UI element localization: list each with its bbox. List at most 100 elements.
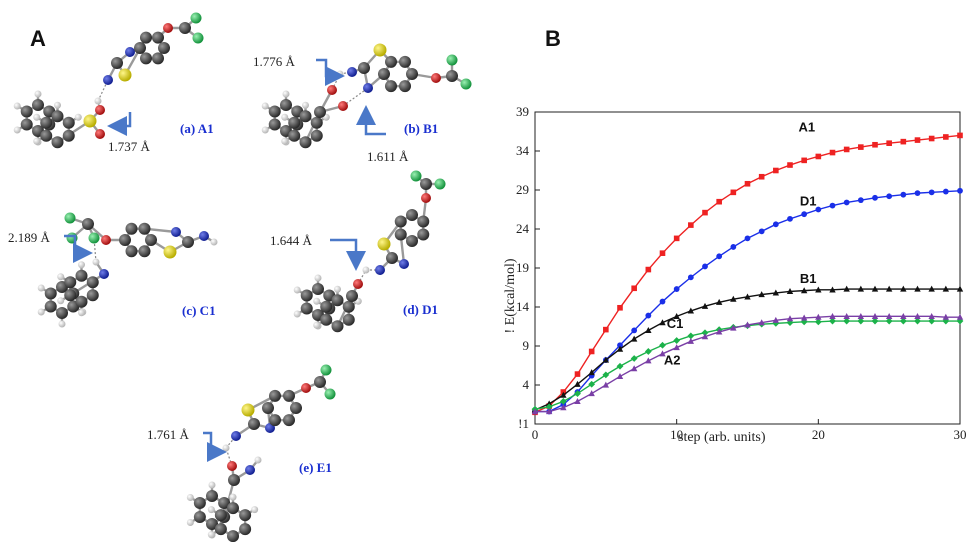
series-label-c1: C1 (667, 316, 684, 331)
hydrogen-atom (282, 90, 290, 98)
carbon-atom (312, 283, 324, 295)
data-point-b1 (772, 289, 780, 296)
data-point-d1 (687, 274, 694, 281)
data-point-b1 (531, 406, 539, 413)
hydrogen-atom (334, 285, 341, 293)
hydrogen-atom (208, 481, 216, 489)
oxygen-atom (101, 235, 111, 245)
data-point-b1 (701, 302, 709, 309)
carbon-atom (299, 110, 312, 123)
data-point-a1 (673, 235, 680, 242)
data-point-c1 (602, 371, 610, 379)
data-point-c1 (857, 317, 865, 325)
hydrogen-atom (58, 320, 66, 328)
data-point-a1 (900, 138, 907, 145)
distance-label-a1: 1.737 Å (108, 139, 151, 154)
fluorine-atom (192, 32, 204, 44)
molecule-d1 (293, 170, 446, 333)
carbon-atom (62, 116, 75, 129)
carbon-atom (417, 215, 430, 228)
data-point-a2 (914, 312, 921, 319)
data-point-b1 (843, 285, 850, 292)
oxygen-atom (327, 85, 337, 95)
data-point-d1 (673, 286, 680, 292)
hydrogen-atom (33, 137, 41, 145)
oxygen-atom (227, 461, 237, 471)
data-point-d1 (602, 357, 609, 363)
carbon-atom (268, 105, 281, 118)
data-point-c1 (630, 355, 638, 362)
data-point-b1 (829, 286, 836, 293)
fluorine-atom (64, 212, 76, 224)
data-point-a2 (843, 312, 850, 319)
data-point-a1 (801, 157, 807, 164)
molecule-label-a1: (a) A1 (180, 121, 214, 136)
hydrogen-bond (342, 87, 369, 107)
data-point-a1 (815, 153, 822, 160)
sulfur-atom (83, 114, 97, 128)
data-point-a2 (744, 321, 751, 328)
hydrogen-atom (362, 266, 370, 274)
data-point-d1 (617, 342, 623, 349)
carbon-atom (300, 289, 313, 302)
data-point-a1 (829, 149, 836, 156)
data-point-c1 (899, 317, 907, 325)
carbon-atom (206, 490, 218, 502)
hydrogen-atom (281, 113, 289, 121)
data-point-a2 (588, 390, 595, 397)
data-point-a1 (532, 409, 538, 416)
carbon-atom (446, 70, 458, 82)
carbon-atom (179, 22, 191, 34)
data-point-a2 (829, 312, 836, 319)
data-point-c1 (942, 317, 950, 325)
data-point-b1 (857, 285, 865, 292)
panel-letter-b: B (545, 26, 561, 51)
fluorine-atom (446, 54, 458, 66)
carbon-atom (193, 497, 206, 509)
data-point-b1 (560, 391, 567, 398)
distance-label-b1-bottom: 1.611 Å (367, 149, 409, 164)
data-point-b1 (673, 312, 680, 319)
hydrogen-atom (34, 90, 42, 98)
data-point-a2 (942, 313, 950, 320)
fluorine-atom (88, 232, 100, 244)
nitrogen-atom (347, 67, 357, 77)
data-point-a2 (758, 319, 765, 326)
series-label-d1: D1 (800, 194, 817, 209)
data-point-a2 (673, 344, 680, 351)
carbon-atom (406, 235, 418, 247)
data-point-a1 (773, 167, 779, 174)
data-point-d1 (886, 193, 893, 200)
x-tick-label: 10 (670, 427, 683, 442)
series-label-b1: B1 (800, 271, 817, 286)
hydrogen-atom (207, 531, 215, 539)
hydrogen-atom (37, 308, 45, 316)
x-tick-label: 0 (532, 427, 539, 442)
carbon-atom (314, 106, 326, 118)
carbon-atom (320, 313, 333, 326)
carbon-atom (140, 31, 152, 44)
data-point-a1 (928, 135, 935, 142)
data-point-c1 (616, 362, 624, 370)
arrow-icon (203, 431, 227, 462)
data-point-d1 (532, 408, 538, 415)
carbon-atom (64, 289, 77, 302)
carbon-atom (20, 118, 33, 131)
data-point-d1 (914, 190, 921, 197)
carbon-atom (64, 276, 77, 289)
data-point-a1 (617, 304, 623, 311)
carbon-atom (193, 511, 206, 523)
sulfur-atom (118, 68, 132, 82)
hydrogen-atom (78, 309, 85, 317)
carbon-atom (227, 502, 239, 515)
data-point-b1 (942, 285, 950, 292)
sulfur-atom (373, 43, 387, 57)
data-point-c1 (673, 337, 681, 344)
carbon-atom (82, 218, 94, 230)
nitrogen-atom (199, 231, 209, 241)
y-tick-label: 24 (516, 221, 530, 236)
hydrogen-atom (293, 286, 301, 294)
data-point-a2 (928, 312, 935, 319)
series-line-c1 (534, 320, 960, 410)
panel-letter-a: A (30, 26, 46, 51)
